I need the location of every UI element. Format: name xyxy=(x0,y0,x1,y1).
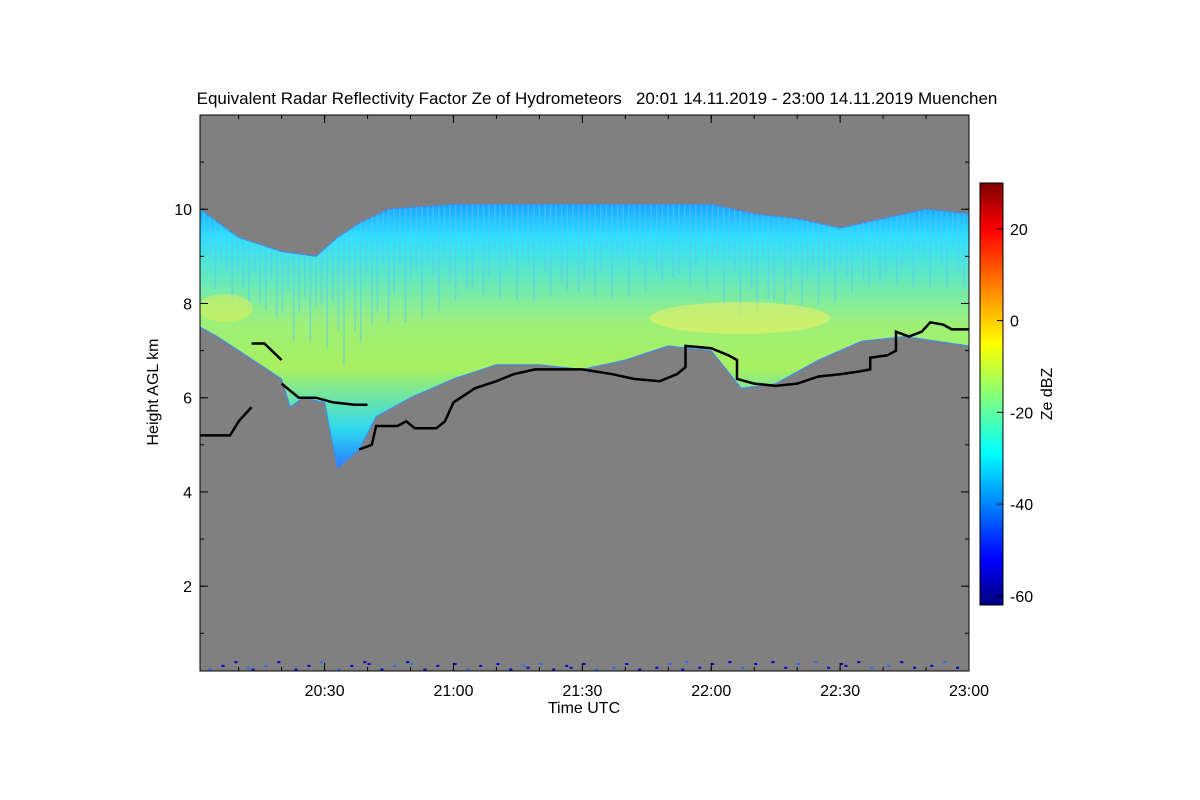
clutter-mark xyxy=(337,668,341,671)
ground-clutter xyxy=(208,661,960,671)
clutter-mark xyxy=(887,664,891,667)
y-tick-label: 10 xyxy=(174,202,192,219)
chart-title: Equivalent Radar Reflectivity Factor Ze … xyxy=(197,89,998,108)
clutter-mark xyxy=(380,668,384,671)
clutter-mark xyxy=(827,666,831,669)
clutter-mark xyxy=(655,666,659,669)
clutter-mark xyxy=(208,668,212,671)
clutter-mark xyxy=(277,661,281,664)
x-tick-label: 22:00 xyxy=(691,683,731,700)
clutter-mark xyxy=(612,666,616,669)
clutter-mark xyxy=(913,666,917,669)
clutter-mark xyxy=(930,664,934,667)
y-tick-label: 2 xyxy=(183,579,192,596)
clutter-mark xyxy=(900,661,904,664)
clutter-mark xyxy=(943,661,947,664)
clutter-mark xyxy=(638,668,642,671)
clutter-mark xyxy=(307,664,311,667)
x-axis-label: Time UTC xyxy=(548,700,620,717)
clutter-mark xyxy=(569,666,573,669)
colorbar-tick-label: 0 xyxy=(1010,314,1019,331)
x-tick-label: 23:00 xyxy=(949,683,989,700)
clutter-mark xyxy=(423,668,427,671)
y-axis-label: Height AGL km xyxy=(145,338,162,445)
clutter-mark xyxy=(251,668,255,671)
colorbar-label: Ze dBZ xyxy=(1039,368,1056,421)
clutter-mark xyxy=(784,666,788,669)
clutter-mark xyxy=(814,661,818,664)
y-tick-label: 4 xyxy=(183,485,192,502)
clutter-mark xyxy=(350,664,354,667)
x-tick-label: 22:30 xyxy=(820,683,860,700)
clutter-mark xyxy=(741,666,745,669)
colorbar-tick-label: -20 xyxy=(1010,405,1033,422)
clutter-mark xyxy=(625,663,629,665)
clutter-mark xyxy=(453,663,457,665)
clutter-mark xyxy=(264,664,268,667)
clutter-mark xyxy=(509,668,513,671)
cloud-texture xyxy=(203,204,965,366)
clutter-mark xyxy=(406,661,410,664)
clutter-mark xyxy=(711,663,715,665)
clutter-mark xyxy=(754,663,758,665)
clutter-mark xyxy=(294,668,298,671)
clutter-mark xyxy=(685,661,689,664)
axis-ticks: 20:30 21:00 21:30 22:00 22:30 23:00 2 4 6 8 10 xyxy=(174,115,989,700)
colorbar-tick-label: -60 xyxy=(1010,589,1033,606)
clutter-mark xyxy=(552,668,556,671)
clutter-mark xyxy=(393,664,397,667)
clutter-mark xyxy=(526,666,530,669)
clutter-mark xyxy=(410,663,414,665)
clutter-mark xyxy=(797,663,801,665)
y-tick-label: 8 xyxy=(183,296,192,313)
clutter-mark xyxy=(857,661,861,664)
colorbar-tick-label: -40 xyxy=(1010,497,1033,514)
colorbar-ticks: 20 0 -20 -40 -60 xyxy=(997,222,1033,606)
clutter-mark xyxy=(466,668,470,671)
clutter-mark xyxy=(565,664,569,667)
clutter-mark xyxy=(698,666,702,669)
clutter-mark xyxy=(539,663,543,665)
clutter-mark xyxy=(681,668,685,671)
clutter-mark xyxy=(367,663,371,665)
high-reflectivity-core xyxy=(650,302,830,334)
clutter-mark xyxy=(728,661,732,664)
clutter-mark xyxy=(595,668,599,671)
plot-area: 20:30 21:00 21:30 22:00 22:30 23:00 2 4 6 8 10 xyxy=(174,114,989,700)
clutter-mark xyxy=(956,666,960,669)
x-tick-label: 21:00 xyxy=(433,683,473,700)
clutter-mark xyxy=(234,661,238,664)
x-tick-label: 20:30 xyxy=(305,683,345,700)
cloud-base-trace xyxy=(200,320,969,451)
y-tick-label: 6 xyxy=(183,391,192,408)
clutter-mark xyxy=(479,664,483,667)
clutter-mark xyxy=(247,666,251,669)
clutter-mark xyxy=(496,663,500,665)
clutter-mark xyxy=(844,664,848,667)
clutter-mark xyxy=(771,661,775,664)
clutter-mark xyxy=(870,666,874,669)
x-tick-label: 21:30 xyxy=(562,683,602,700)
high-reflectivity-core-left xyxy=(200,294,253,322)
colorbar-tick-label: 20 xyxy=(1010,222,1028,239)
clutter-mark xyxy=(320,661,324,664)
clutter-mark xyxy=(582,663,586,665)
clutter-mark xyxy=(221,664,225,667)
clutter-mark xyxy=(668,663,672,665)
clutter-mark xyxy=(840,663,844,665)
clutter-mark xyxy=(436,664,440,667)
colorbar: 20 0 -20 -40 -60 Ze dBZ xyxy=(979,182,1056,606)
clutter-mark xyxy=(522,664,526,667)
colorbar-gradient xyxy=(979,182,1004,606)
plot-frame xyxy=(199,114,970,672)
clutter-mark xyxy=(363,661,367,664)
